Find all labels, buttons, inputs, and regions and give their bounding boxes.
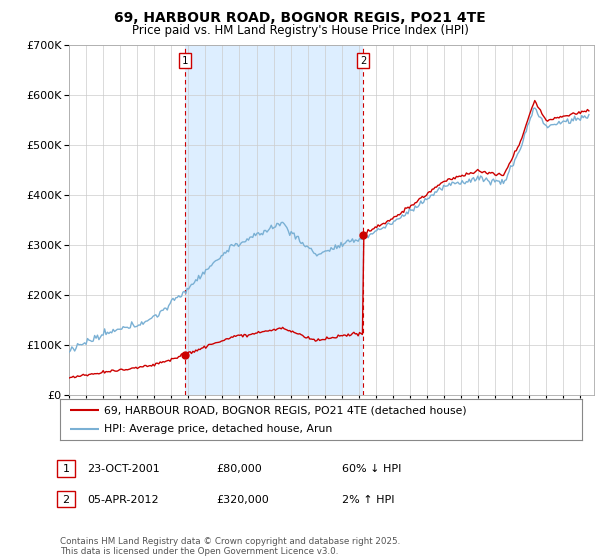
Text: £320,000: £320,000 bbox=[216, 494, 269, 505]
Text: 2% ↑ HPI: 2% ↑ HPI bbox=[342, 494, 395, 505]
Text: HPI: Average price, detached house, Arun: HPI: Average price, detached house, Arun bbox=[104, 424, 332, 433]
Text: £80,000: £80,000 bbox=[216, 464, 262, 474]
Text: 69, HARBOUR ROAD, BOGNOR REGIS, PO21 4TE: 69, HARBOUR ROAD, BOGNOR REGIS, PO21 4TE bbox=[114, 11, 486, 25]
Text: 69, HARBOUR ROAD, BOGNOR REGIS, PO21 4TE (detached house): 69, HARBOUR ROAD, BOGNOR REGIS, PO21 4TE… bbox=[104, 405, 467, 415]
Text: 1: 1 bbox=[62, 464, 70, 474]
Text: 2: 2 bbox=[360, 55, 367, 66]
Text: 2: 2 bbox=[62, 494, 70, 505]
Bar bbox=[185, 45, 363, 395]
Text: 1: 1 bbox=[182, 55, 188, 66]
Text: 23-OCT-2001: 23-OCT-2001 bbox=[87, 464, 160, 474]
Text: Contains HM Land Registry data © Crown copyright and database right 2025.
This d: Contains HM Land Registry data © Crown c… bbox=[60, 536, 400, 556]
Text: 60% ↓ HPI: 60% ↓ HPI bbox=[342, 464, 401, 474]
Text: Price paid vs. HM Land Registry's House Price Index (HPI): Price paid vs. HM Land Registry's House … bbox=[131, 24, 469, 36]
Text: 05-APR-2012: 05-APR-2012 bbox=[87, 494, 158, 505]
